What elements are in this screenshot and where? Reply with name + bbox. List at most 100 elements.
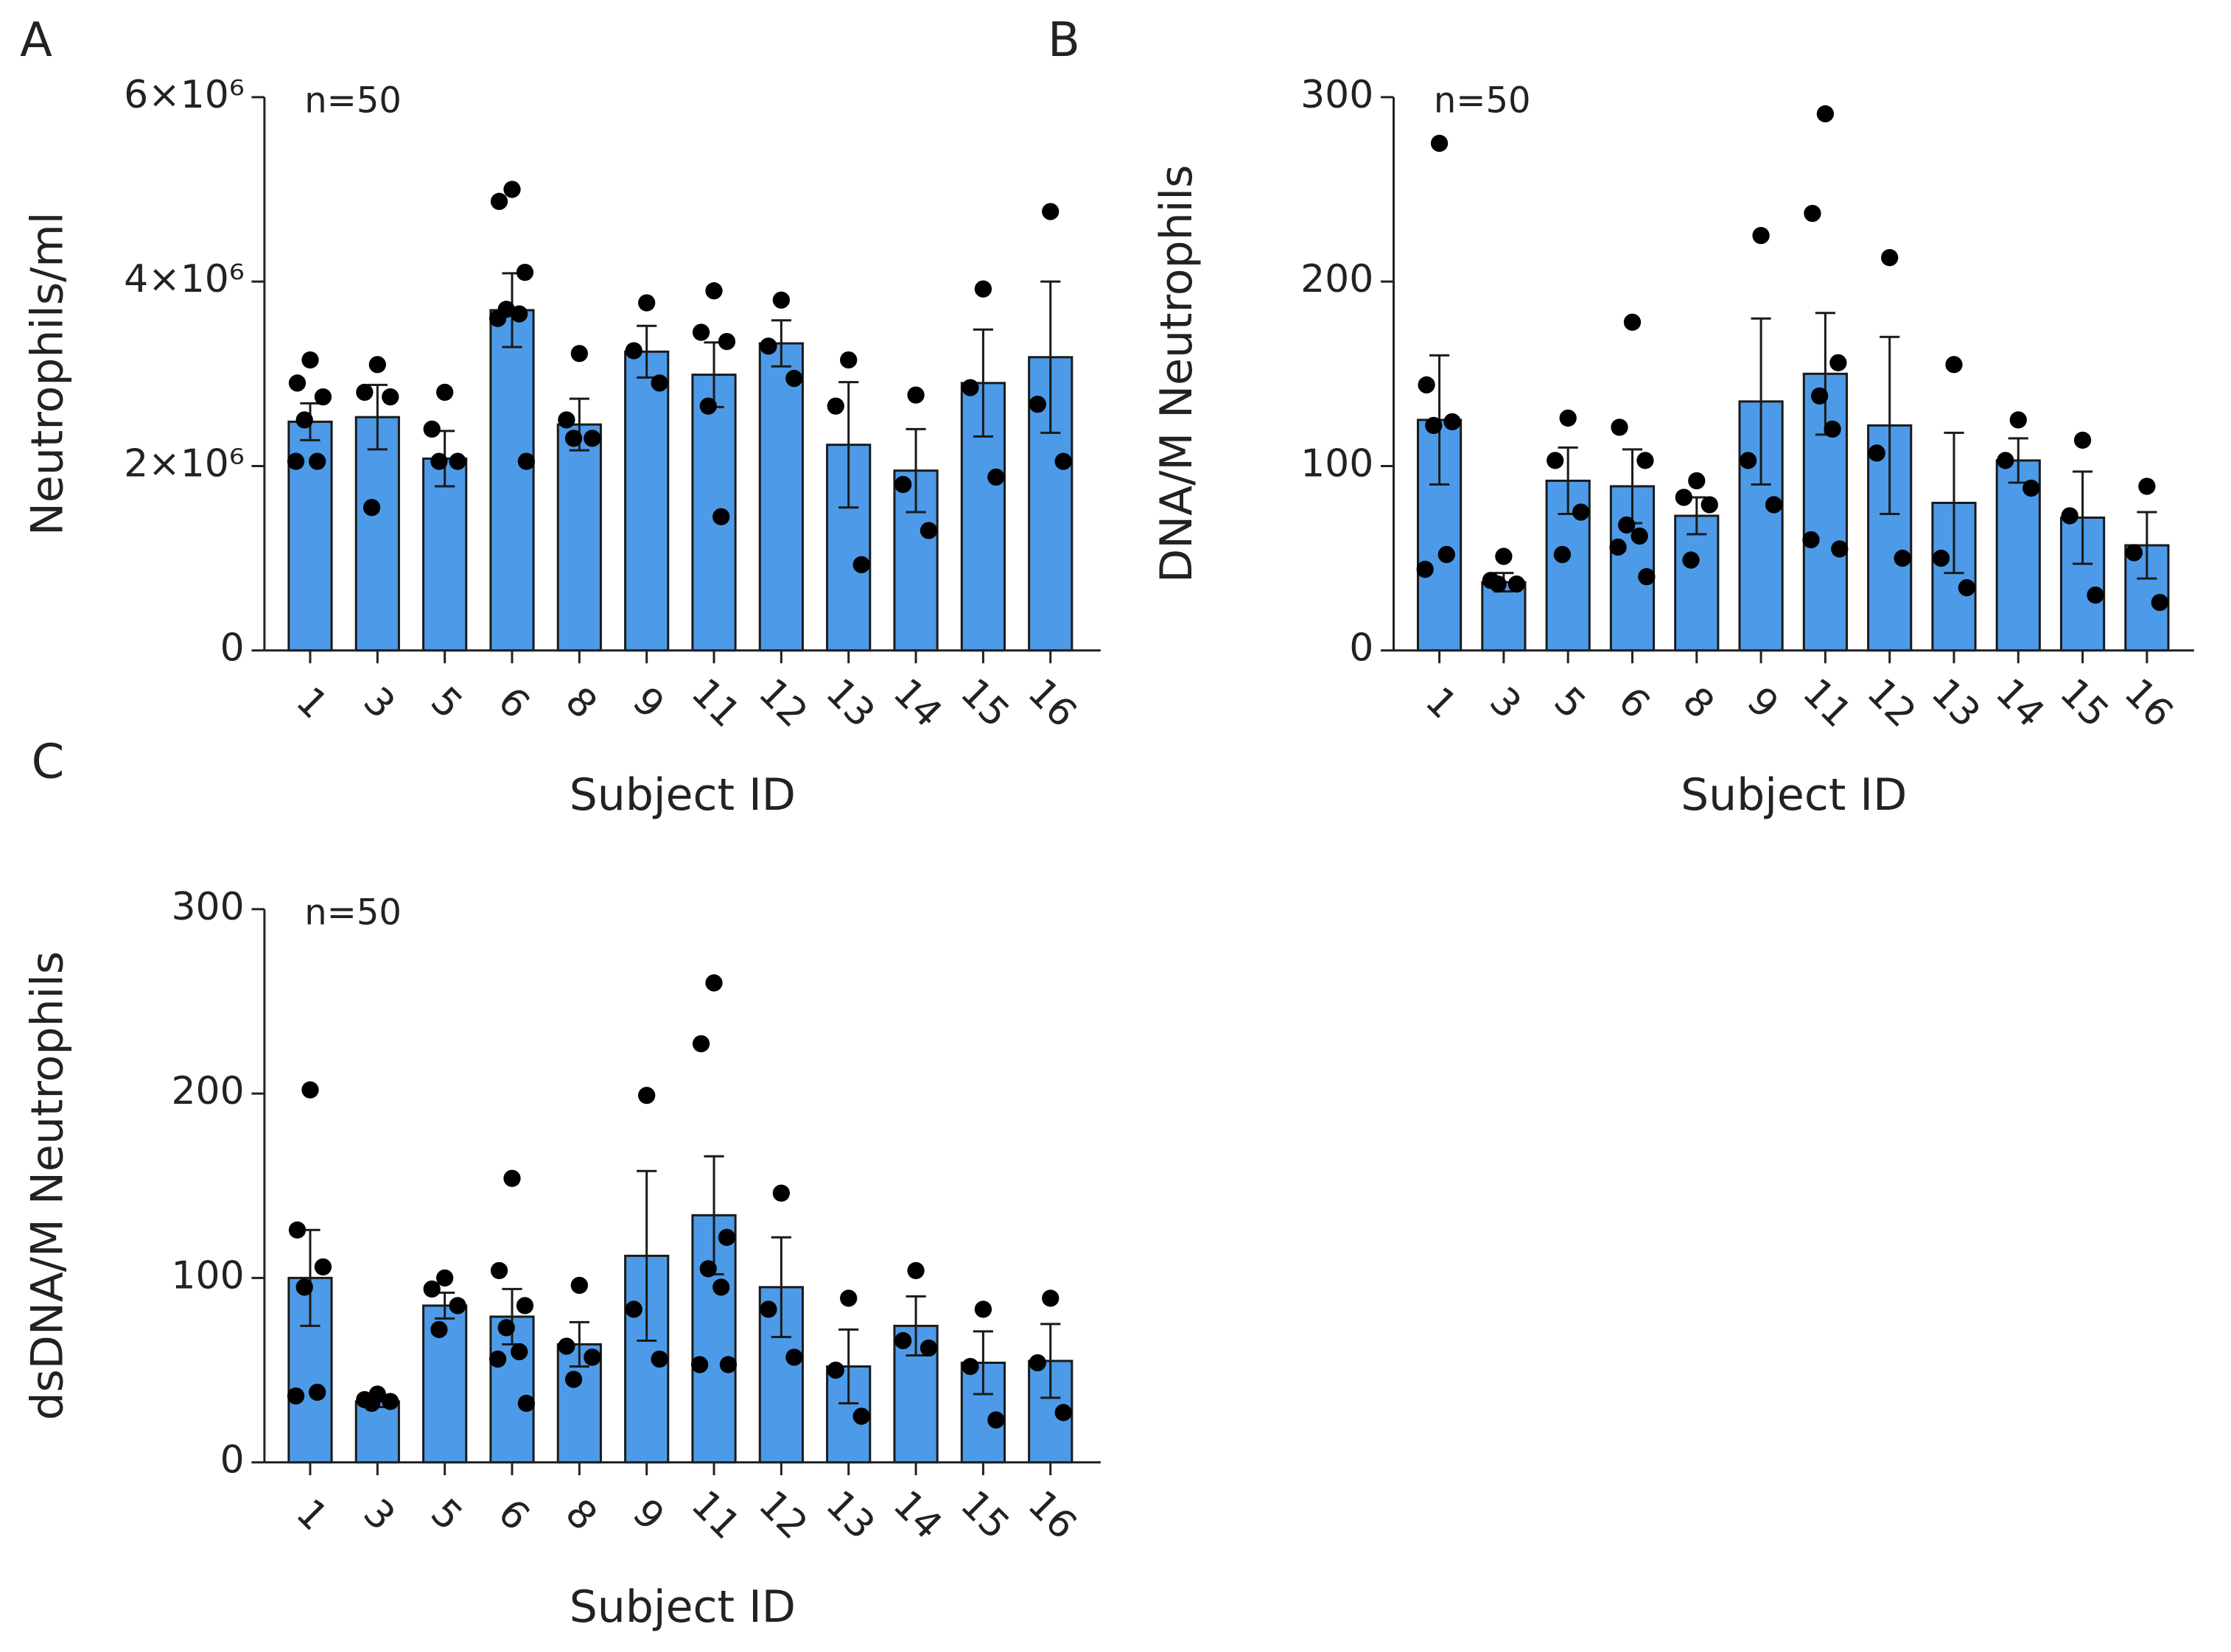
data-point bbox=[772, 1184, 791, 1202]
bar bbox=[758, 342, 804, 652]
data-point bbox=[503, 181, 521, 198]
panel-label: B bbox=[1048, 13, 1080, 68]
data-point bbox=[1054, 1404, 1072, 1421]
error-bar bbox=[569, 1320, 589, 1368]
data-point bbox=[2138, 477, 2156, 495]
x-tick-label: 15 bbox=[952, 1483, 1018, 1548]
data-point bbox=[962, 379, 979, 396]
error-bar bbox=[771, 319, 791, 368]
data-point bbox=[719, 1356, 738, 1373]
data-point bbox=[570, 1276, 588, 1295]
data-point bbox=[840, 1289, 858, 1307]
data-point bbox=[1636, 452, 1654, 469]
data-point bbox=[490, 192, 508, 210]
y-tick-label: 0 bbox=[220, 626, 245, 671]
data-point bbox=[436, 383, 454, 401]
data-point bbox=[1623, 313, 1642, 331]
x-tick-label: 12 bbox=[1858, 671, 1924, 736]
data-point bbox=[449, 1297, 466, 1315]
y-tick-label: 2×10⁶ bbox=[124, 441, 245, 486]
data-point bbox=[2073, 431, 2092, 449]
data-point bbox=[436, 1269, 454, 1287]
data-point bbox=[1701, 496, 1718, 514]
data-point bbox=[301, 1081, 319, 1099]
data-point bbox=[1489, 575, 1507, 593]
data-point bbox=[497, 1319, 515, 1337]
data-point bbox=[987, 468, 1005, 486]
x-tick-label: 1 bbox=[287, 679, 336, 727]
data-point bbox=[1618, 516, 1636, 534]
x-tick-label: 9 bbox=[624, 1491, 673, 1539]
data-point bbox=[363, 499, 381, 517]
x-tick-label: 14 bbox=[885, 671, 950, 736]
data-point bbox=[699, 397, 717, 415]
bar bbox=[624, 350, 670, 652]
x-tick-label: 11 bbox=[683, 671, 749, 736]
data-point bbox=[1638, 567, 1656, 586]
data-point bbox=[651, 1350, 668, 1368]
data-point bbox=[287, 452, 305, 470]
data-point bbox=[1029, 395, 1046, 413]
data-point bbox=[1682, 551, 1700, 569]
data-point bbox=[570, 345, 588, 363]
data-point bbox=[564, 430, 583, 447]
data-point bbox=[1559, 409, 1577, 427]
error-bar bbox=[1751, 317, 1771, 486]
data-point bbox=[712, 1278, 730, 1296]
data-point bbox=[1802, 531, 1820, 549]
data-point bbox=[712, 508, 730, 525]
y-tick-label: 300 bbox=[171, 885, 244, 929]
data-point bbox=[1804, 204, 1821, 223]
data-point bbox=[295, 411, 313, 429]
data-point bbox=[2125, 544, 2143, 561]
x-tick-label: 5 bbox=[1545, 679, 1594, 727]
data-point bbox=[907, 386, 925, 404]
data-point bbox=[430, 452, 448, 470]
data-point bbox=[488, 1350, 507, 1368]
data-point bbox=[356, 383, 374, 401]
error-bar bbox=[1040, 1323, 1061, 1399]
data-point bbox=[840, 351, 858, 369]
data-point bbox=[423, 420, 441, 438]
data-point bbox=[558, 411, 575, 429]
data-point bbox=[517, 1394, 536, 1413]
error-bar bbox=[838, 1328, 859, 1405]
data-point bbox=[692, 323, 710, 341]
data-point bbox=[516, 1297, 534, 1315]
data-point bbox=[1430, 134, 1449, 153]
y-axis-title: DNA/M Neutrophils bbox=[1151, 165, 1202, 583]
error-bar bbox=[637, 1169, 657, 1342]
y-tick-label: 100 bbox=[1300, 441, 1373, 486]
y-tick-label: 300 bbox=[1300, 73, 1373, 117]
data-point bbox=[1688, 472, 1706, 490]
data-point bbox=[309, 1383, 326, 1401]
data-point bbox=[1042, 203, 1060, 220]
data-point bbox=[558, 1337, 575, 1355]
data-point bbox=[760, 1301, 777, 1318]
data-point bbox=[490, 1261, 508, 1279]
x-tick-label: 8 bbox=[557, 679, 606, 727]
data-point bbox=[382, 1393, 399, 1410]
data-point bbox=[1443, 413, 1461, 431]
data-point bbox=[584, 430, 601, 447]
data-point bbox=[1829, 354, 1847, 371]
data-point bbox=[1553, 545, 1572, 564]
data-point bbox=[1932, 549, 1950, 567]
x-tick-label: 14 bbox=[885, 1483, 950, 1548]
data-point bbox=[894, 1331, 912, 1350]
y-tick-label: 0 bbox=[1349, 626, 1373, 671]
x-tick-label: 16 bbox=[1019, 1483, 1085, 1548]
data-point bbox=[907, 1261, 925, 1279]
annotation: n=50 bbox=[304, 892, 402, 934]
data-point bbox=[430, 1320, 448, 1339]
data-point bbox=[974, 280, 992, 298]
bar bbox=[1674, 514, 1720, 652]
data-point bbox=[1547, 452, 1564, 469]
y-axis-title: Neutrophils/ml bbox=[21, 212, 73, 536]
x-tick-label: 1 bbox=[1417, 679, 1465, 727]
data-point bbox=[423, 1280, 441, 1298]
x-tick-label: 15 bbox=[952, 671, 1018, 736]
data-point bbox=[852, 1407, 870, 1425]
data-point bbox=[511, 1343, 528, 1361]
